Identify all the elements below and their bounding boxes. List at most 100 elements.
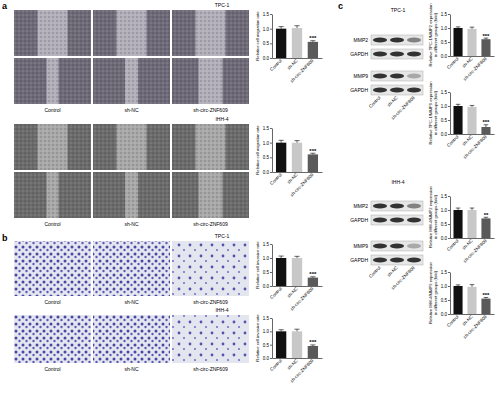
cell-line-label: TPC-1	[391, 7, 406, 13]
y-tick-label: 0.5	[441, 118, 448, 123]
bar	[467, 29, 476, 56]
y-tick-label: 0.5	[441, 40, 448, 45]
y-tick-mark	[448, 196, 450, 197]
panel-letter: a	[2, 1, 8, 11]
y-tick-mark	[448, 56, 450, 57]
image-label: sh-NC	[124, 299, 139, 305]
y-axis: 0.00.51.01.5	[441, 12, 451, 59]
blot-row-label: GAPDH	[350, 87, 368, 93]
blot-row-label: GAPDH	[350, 217, 368, 223]
y-tick-label: 1.0	[441, 26, 448, 31]
y-axis-title: Relative cell invasive rate	[255, 314, 260, 362]
y-tick: 1.0	[263, 329, 272, 334]
blot-band	[390, 37, 404, 42]
y-tick-mark	[270, 258, 272, 259]
y-tick-mark	[270, 244, 272, 245]
x-axis-line	[273, 58, 323, 59]
y-axis: 0.00.51.01.5	[441, 194, 451, 241]
y-tick-mark	[448, 14, 450, 15]
bar-chart: 0.00.51.01.5Controlsh-NCsh-circ-ZNF609**…	[428, 3, 495, 82]
y-tick: 1.5	[441, 12, 450, 17]
x-tick-label: sh-circ-ZNF609	[462, 134, 488, 160]
wound-image	[14, 124, 91, 170]
blot-band	[407, 203, 421, 208]
y-axis-line	[272, 245, 273, 287]
image-texture	[172, 172, 249, 218]
bars	[453, 27, 490, 56]
y-axis-title-line: in different groups (fold)	[433, 90, 438, 135]
y-axis: 0.00.51.01.5	[263, 242, 273, 289]
image-texture	[93, 58, 170, 104]
y-tick: 1.0	[441, 26, 450, 31]
blot-band	[407, 257, 421, 262]
y-axis-title-line: in different groups (fold)	[433, 270, 438, 315]
y-tick-label: 1.0	[263, 256, 270, 261]
x-tick-label: sh-NC	[286, 358, 299, 371]
bar-chart: 0.00.51.01.5Controlsh-NCsh-circ-ZNF609**…	[255, 241, 323, 312]
bar	[308, 278, 318, 286]
blot-band	[390, 51, 404, 56]
transwell-cells	[172, 241, 249, 296]
x-tick-label: Control	[446, 56, 460, 70]
y-tick-mark	[448, 300, 450, 301]
blot-band	[373, 87, 387, 92]
bar	[481, 299, 490, 314]
error-bar-cap	[294, 140, 299, 141]
y-tick: 1.0	[263, 141, 272, 146]
error-bar-stem	[281, 140, 282, 142]
bar	[308, 42, 318, 58]
error-bar	[470, 27, 475, 29]
bars	[453, 208, 490, 238]
x-tick-label: sh-circ-ZNF609	[289, 58, 315, 84]
x-tick: sh-circ-ZNF609	[289, 358, 315, 384]
x-tick-label: sh-circ-ZNF609	[462, 238, 488, 264]
wound-image	[14, 172, 91, 218]
y-tick-mark	[448, 224, 450, 225]
error-bar-cap	[294, 256, 299, 257]
blot-row-label: MMP2	[354, 203, 369, 209]
x-tick: sh-circ-ZNF609	[462, 238, 488, 264]
bars	[453, 285, 490, 314]
wound-image	[172, 124, 249, 170]
cell-line-label: IHH-4	[215, 116, 228, 122]
significance-label: ***	[482, 119, 490, 125]
y-tick: 0.5	[441, 40, 450, 45]
blot-group: TPC-1MMP2GAPDHMMP9GAPDHControlsh-NCsh-ci…	[350, 7, 423, 121]
blot-strip	[371, 215, 423, 225]
error-bar-cap	[470, 105, 475, 106]
image-label: Control	[44, 366, 60, 372]
y-tick-mark	[270, 14, 272, 15]
significance-label: ***	[482, 292, 490, 298]
y-tick: 0.0	[441, 132, 450, 137]
panel-letter: c	[338, 1, 343, 11]
y-tick-label: 1.0	[441, 208, 448, 213]
y-tick: 1.5	[263, 12, 272, 17]
transwell-cells	[93, 315, 170, 363]
wound-image	[93, 172, 170, 218]
bar	[481, 218, 490, 238]
y-tick-mark	[270, 272, 272, 273]
x-axis: Controlsh-NCsh-circ-ZNF609	[446, 238, 495, 264]
image-group: IHH-4Controlsh-NCsh-circ-ZNF609	[14, 307, 249, 372]
significance-label: ***	[309, 35, 317, 41]
error-bar-cap	[456, 284, 461, 285]
image-texture	[14, 10, 91, 56]
transwell-image	[93, 241, 170, 296]
y-tick-mark	[448, 92, 450, 93]
x-axis-line	[451, 314, 495, 315]
error-bar	[470, 285, 475, 287]
bar	[467, 107, 476, 134]
bars	[453, 104, 490, 134]
y-tick-label: 1.5	[441, 12, 448, 17]
x-axis-line	[273, 358, 323, 359]
image-label: sh-NC	[124, 221, 139, 227]
bars	[276, 26, 318, 58]
error-bar-cap	[470, 284, 475, 285]
bar	[292, 331, 302, 358]
x-tick-label: sh-circ-ZNF609	[289, 358, 315, 384]
x-tick: sh-circ-ZNF609	[289, 286, 315, 312]
x-tick: sh-NC	[286, 172, 299, 185]
y-tick-mark	[270, 143, 272, 144]
cell-line-label: IHH-4	[391, 179, 404, 185]
error-bar-cap	[470, 208, 475, 209]
